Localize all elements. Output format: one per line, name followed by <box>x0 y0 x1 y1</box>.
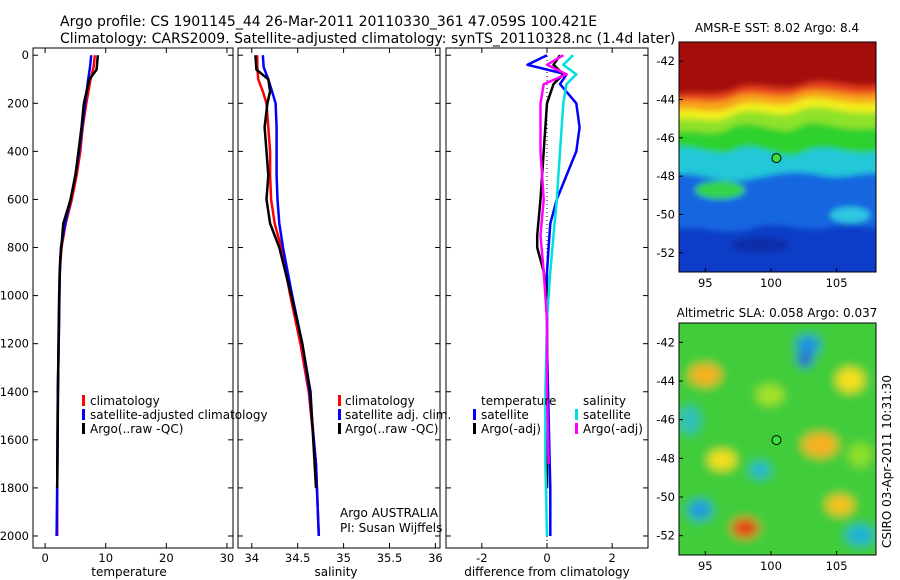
map-y-tick-label: -50 <box>656 490 675 504</box>
x-tick-label: 34.5 <box>285 551 311 565</box>
legend-swatch-satellite <box>338 409 341 420</box>
legend-swatch-argo <box>338 423 341 434</box>
difference-legend: temperature salinity satellite Argo(-adj… <box>473 394 643 436</box>
map-x-tick-label: 105 <box>826 559 848 573</box>
y-tick-label: 600 <box>7 192 29 206</box>
legend-swatch-climatology <box>338 395 341 406</box>
map-y-tick-label: -50 <box>656 208 675 222</box>
map-y-tick-label: -46 <box>656 413 675 427</box>
temperature-xlabel: temperature <box>91 565 166 579</box>
annotation-pi: PI: Susan Wijffels <box>340 521 442 535</box>
y-tick-label: 800 <box>7 241 29 255</box>
x-tick-label: 10 <box>98 551 113 565</box>
annotation-argo-australia: Argo AUSTRALIA <box>340 506 439 520</box>
legend-title-temperature: temperature <box>481 394 556 408</box>
legend-label-satellite: satellite adj. clim. <box>345 408 451 422</box>
legend-title-salinity: salinity <box>583 394 626 408</box>
legend-swatch-satellite <box>82 409 85 420</box>
salinity-xlabel: salinity <box>314 565 357 579</box>
legend-swatch-temp-argo <box>473 423 476 434</box>
x-tick-label: 20 <box>159 551 174 565</box>
sst-axes: 95 100 105 -42 -44 -46 -48 -50 -52 <box>656 54 847 290</box>
legend-label-satellite: satellite-adjusted climatology <box>90 408 268 422</box>
header-line-2: Climatology: CARS2009. Satellite-adjuste… <box>60 31 675 47</box>
legend-label-sal-argo: Argo(-adj) <box>583 422 643 436</box>
x-tick-label: -2 <box>476 551 487 565</box>
map-y-tick-label: -48 <box>656 169 675 183</box>
x-tick-label: 34 <box>244 551 259 565</box>
legend-label-argo: Argo(..raw -QC) <box>90 422 183 436</box>
series-line-temperature-argo-adj- <box>535 54 565 488</box>
map-x-tick-label: 105 <box>826 276 848 290</box>
x-tick-label: 0 <box>543 551 550 565</box>
x-tick-label: 35.5 <box>377 551 403 565</box>
legend-swatch-climatology <box>82 395 85 406</box>
series-line-salinity-argo-adj- <box>539 54 568 464</box>
map-y-tick-label: -44 <box>656 374 675 388</box>
legend-label-temp-argo: Argo(-adj) <box>481 422 541 436</box>
difference-plot: -2 0 2 <box>446 48 648 565</box>
y-tick-label: 2000 <box>0 529 29 543</box>
map-y-tick-label: -42 <box>656 335 675 349</box>
y-tick-label: 0 <box>22 48 29 62</box>
legend-swatch-temp-satellite <box>473 409 476 420</box>
series-line-argo-raw-qc- <box>55 55 100 488</box>
sst-map-frame <box>678 41 877 273</box>
temperature-axes <box>32 47 234 549</box>
side-timestamp: CSIRO 03-Apr-2011 10:31:30 <box>880 375 894 548</box>
temperature-plot: 0 10 20 30 0 200 400 600 800 1000 1200 1400 1600 1800… <box>0 48 234 565</box>
salinity-legend: climatology satellite adj. clim. Argo(..… <box>338 394 451 436</box>
y-tick-label: 400 <box>7 144 29 158</box>
legend-swatch-argo <box>82 423 85 434</box>
legend-swatch-sal-argo <box>575 423 578 434</box>
series-line-climatology <box>55 55 97 536</box>
series-line-salinity-satellite <box>544 54 578 537</box>
y-tick-label: 1800 <box>0 481 29 495</box>
x-tick-label: 0 <box>41 551 48 565</box>
sla-axes: 95 100 105 -42 -44 -46 -48 -50 -52 <box>656 335 847 573</box>
x-tick-label: 2 <box>608 551 615 565</box>
y-tick-label: 1200 <box>0 337 29 351</box>
map-y-tick-label: -44 <box>656 93 675 107</box>
salinity-plot: 34 34.5 35 35.5 36 <box>238 48 443 565</box>
series-line-temperature-satellite <box>526 54 581 536</box>
argo-float-marker <box>771 435 782 446</box>
sla-map-frame <box>678 322 877 556</box>
sst-heatmap <box>679 42 876 272</box>
map-y-tick-label: -42 <box>656 54 675 68</box>
legend-label-temp-satellite: satellite <box>481 408 529 422</box>
y-tick-label: 1000 <box>0 289 29 303</box>
legend-swatch-sal-satellite <box>575 409 578 420</box>
legend-label-sal-satellite: satellite <box>583 408 631 422</box>
series-line-climatology <box>256 55 321 537</box>
map-y-tick-label: -52 <box>656 246 675 260</box>
argo-float-marker <box>771 153 782 164</box>
y-tick-label: 1400 <box>0 385 29 399</box>
map-x-tick-label: 95 <box>698 559 713 573</box>
series-line-satellite-adjusted-climatology <box>55 55 93 537</box>
salinity-axes <box>237 47 441 549</box>
difference-xlabel: difference from climatology <box>464 565 630 579</box>
map-y-tick-label: -48 <box>656 451 675 465</box>
map-x-tick-label: 100 <box>760 276 782 290</box>
sla-map-title: Altimetric SLA: 0.058 Argo: 0.037 <box>677 306 878 320</box>
legend-label-argo: Argo(..raw -QC) <box>345 422 438 436</box>
sst-map-title: AMSR-E SST: 8.02 Argo: 8.4 <box>695 21 859 35</box>
map-x-tick-label: 95 <box>698 276 713 290</box>
legend-label-climatology: climatology <box>90 394 160 408</box>
series-line-argo-raw-qc- <box>254 55 318 488</box>
x-tick-label: 30 <box>220 551 235 565</box>
y-tick-label: 1600 <box>0 433 29 447</box>
y-tick-label: 200 <box>7 96 29 110</box>
map-y-tick-label: -52 <box>656 529 675 543</box>
header-line-1: Argo profile: CS 1901145_44 26-Mar-2011 … <box>60 14 597 30</box>
x-tick-label: 35 <box>336 551 351 565</box>
temperature-legend: climatology satellite-adjusted climatolo… <box>82 394 268 436</box>
x-tick-label: 36 <box>428 551 443 565</box>
map-y-tick-label: -46 <box>656 131 675 145</box>
legend-label-climatology: climatology <box>345 394 415 408</box>
map-x-tick-label: 100 <box>760 559 782 573</box>
